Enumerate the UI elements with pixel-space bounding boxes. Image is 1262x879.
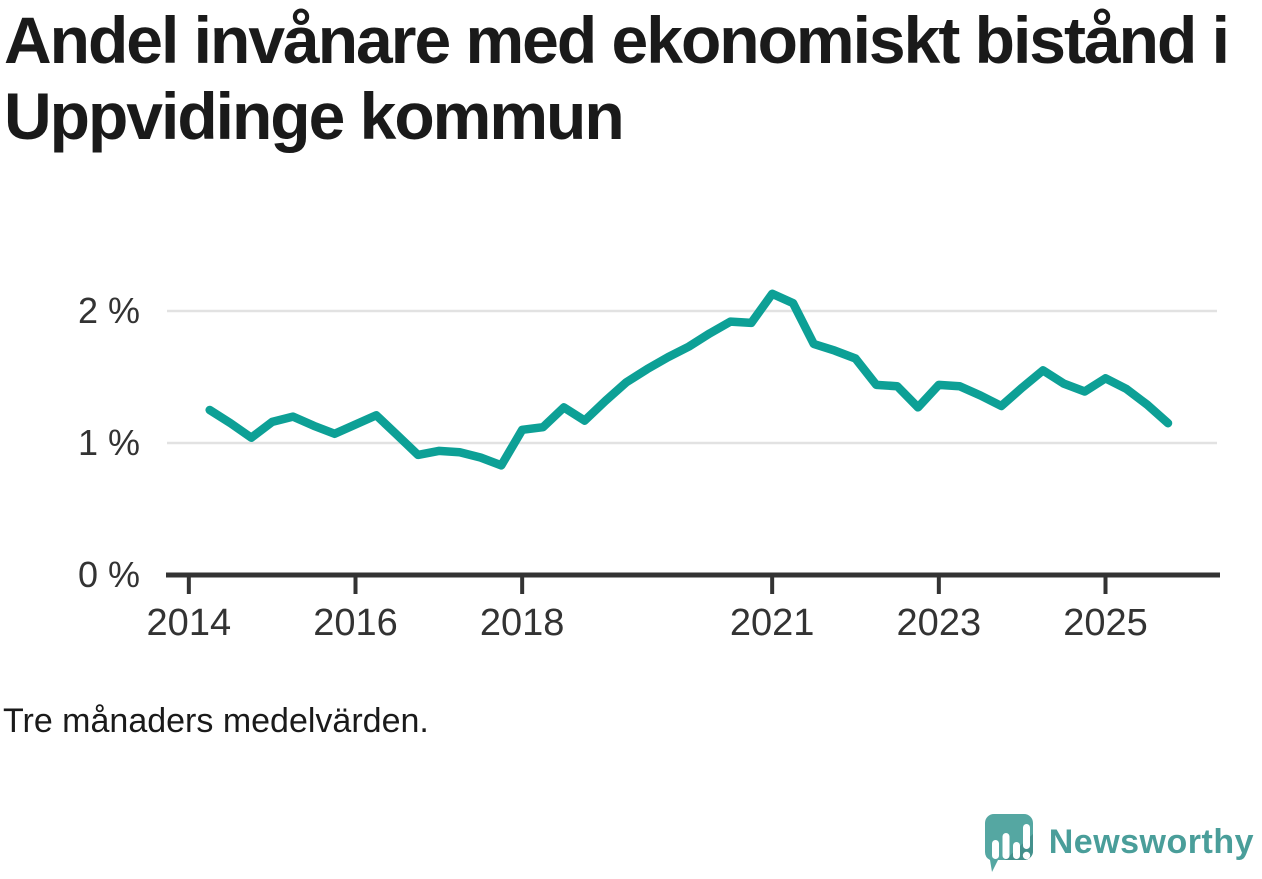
chart-footnote: Tre månaders medelvärden. — [3, 702, 429, 740]
y-tick-label: 0 % — [77, 554, 140, 595]
newsworthy-logo: Newsworthy — [981, 810, 1254, 874]
x-tick-label: 2023 — [896, 602, 982, 644]
x-tick-label: 2014 — [146, 602, 232, 644]
x-tick-label: 2016 — [313, 602, 398, 644]
x-tick-label: 2021 — [729, 602, 815, 644]
newsworthy-bubble-icon — [984, 814, 1033, 872]
data-line — [205, 289, 1173, 470]
x-tick-label: 2025 — [1063, 602, 1148, 644]
x-tick-label: 2018 — [479, 602, 565, 644]
chart-title: Andel invånare med ekonomiskt bistånd i … — [4, 3, 1230, 153]
y-tick-label: 1 % — [77, 422, 140, 463]
y-tick-label: 2 % — [77, 290, 140, 331]
newsworthy-wordmark: Newsworthy — [1048, 822, 1254, 861]
